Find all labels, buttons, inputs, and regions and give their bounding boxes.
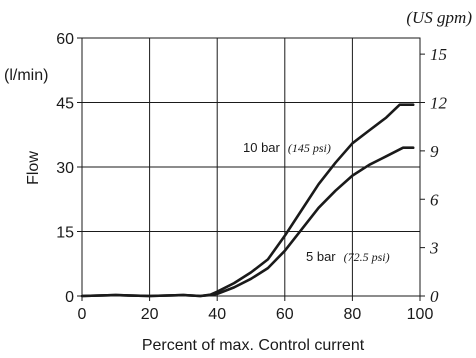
series-line-10-bar bbox=[80, 103, 415, 298]
right-ticks: 0 3 6 9 12 15 bbox=[420, 45, 448, 306]
series-group bbox=[80, 103, 415, 298]
y-tick-label: 0 bbox=[65, 289, 74, 306]
series-label-10-bar-name: 10 bar bbox=[243, 140, 281, 155]
x-tick-label: 60 bbox=[276, 306, 294, 323]
series-label-10-bar-psi: (145 psi) bbox=[288, 141, 331, 155]
series-label-5-bar-name: 5 bar bbox=[306, 249, 336, 264]
x-tick-label: 40 bbox=[208, 306, 226, 323]
x-ticks: 0 20 40 60 80 100 bbox=[78, 296, 434, 323]
y2-tick-label: 6 bbox=[430, 190, 439, 209]
y2-tick-label: 0 bbox=[430, 287, 439, 306]
x-tick-label: 100 bbox=[407, 306, 434, 323]
y2-tick-label: 3 bbox=[429, 239, 439, 258]
series-label-5-bar: 5 bar (72.5 psi) bbox=[306, 248, 390, 265]
x-tick-label: 80 bbox=[344, 306, 362, 323]
y2-axis-unit-label: (US gpm) bbox=[406, 8, 472, 27]
y-axis-unit-label: (l/min) bbox=[4, 67, 48, 84]
series-label-10-bar: 10 bar (145 psi) bbox=[243, 139, 331, 156]
y2-tick-label: 12 bbox=[430, 94, 448, 113]
series-label-5-bar-psi: (72.5 psi) bbox=[344, 250, 390, 264]
y-tick-label: 60 bbox=[56, 31, 74, 48]
y-tick-label: 30 bbox=[56, 160, 74, 177]
x-tick-label: 0 bbox=[78, 306, 87, 323]
left-ticks: 0 15 30 45 60 bbox=[56, 31, 82, 306]
y2-tick-label: 9 bbox=[430, 142, 439, 161]
y-tick-label: 45 bbox=[56, 96, 74, 113]
y2-tick-label: 15 bbox=[430, 45, 447, 64]
y-tick-label: 15 bbox=[56, 225, 74, 242]
series-line-5-bar bbox=[80, 146, 415, 298]
grid bbox=[82, 38, 420, 296]
x-tick-label: 20 bbox=[141, 306, 159, 323]
y-axis-title: Flow bbox=[25, 151, 42, 185]
x-axis-title: Percent of max. Control current bbox=[142, 337, 365, 354]
